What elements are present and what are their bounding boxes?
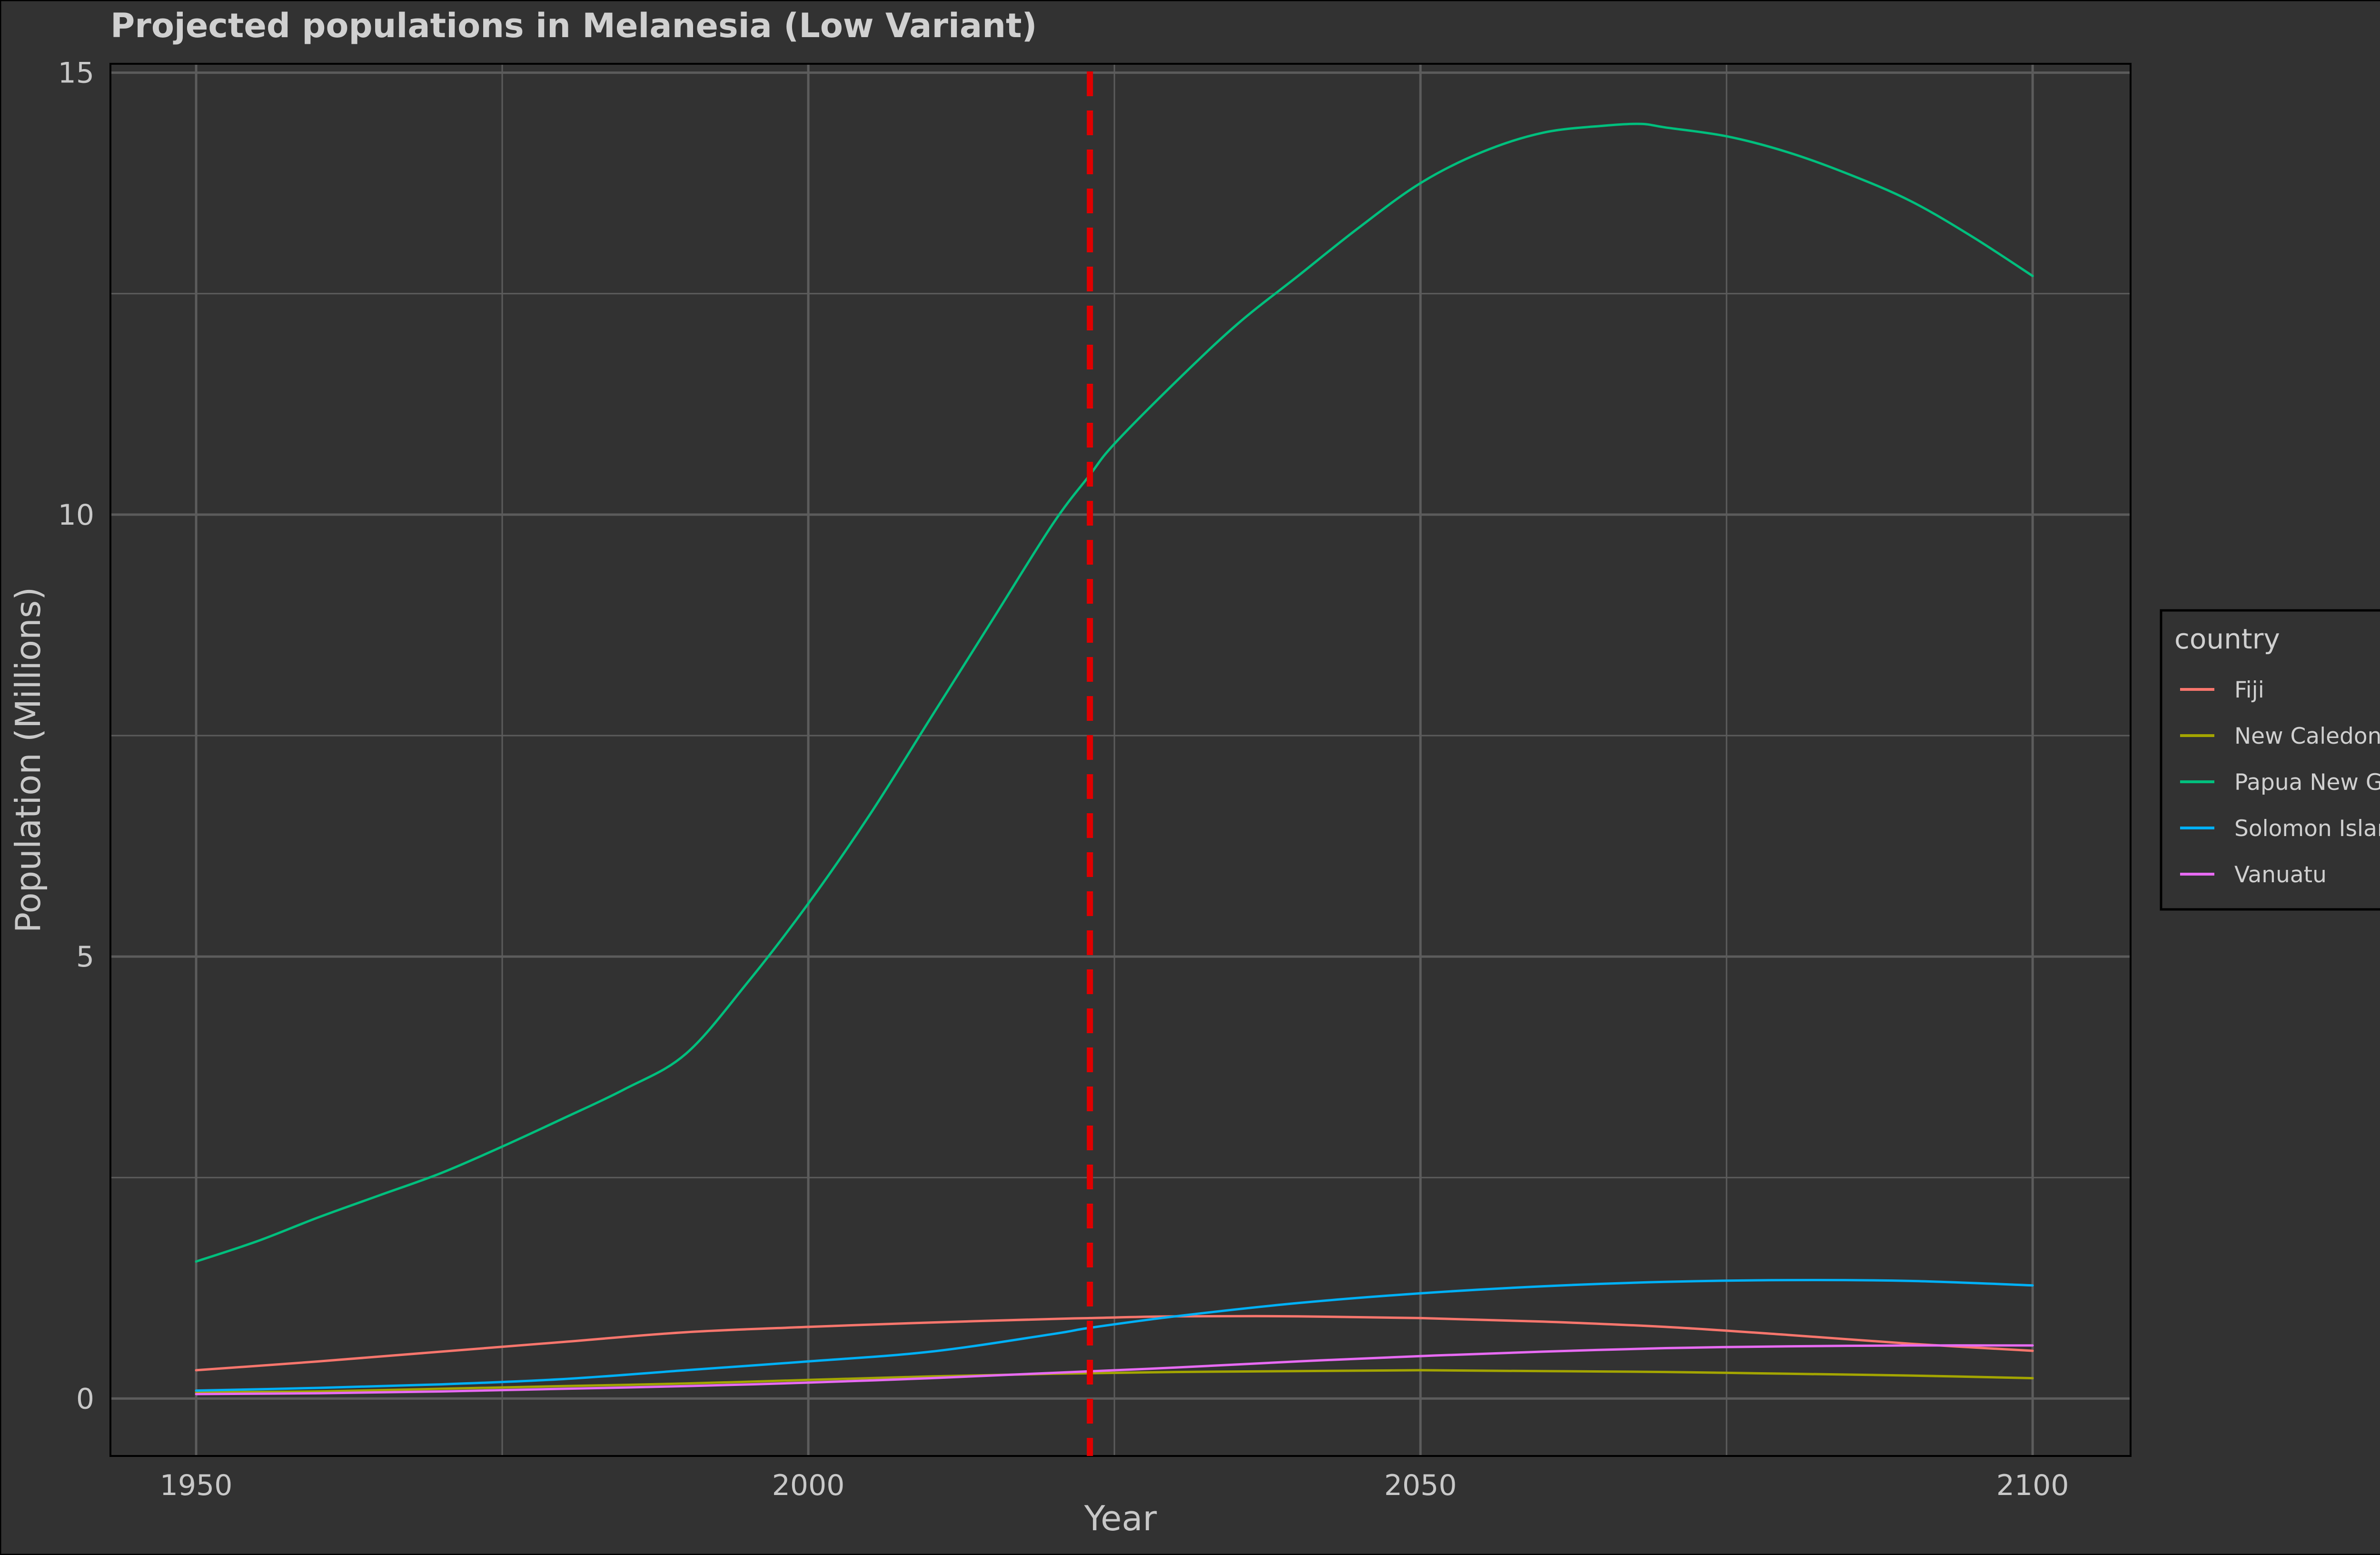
legend-title: country — [2174, 623, 2280, 655]
y-tick-label: 0 — [76, 1382, 94, 1415]
plot-panel-border — [109, 63, 2132, 1457]
legend-label: New Caledonia — [2234, 723, 2380, 749]
series-line-vanuatu — [195, 1344, 2034, 1396]
series-line-new-caledonia — [195, 1369, 2034, 1394]
x-axis-title: Year — [1084, 1498, 1157, 1538]
series-layer — [195, 122, 2034, 1396]
legend-items: Fiji New Caledonia Papua New Guinea Solomon… — [2180, 677, 2380, 888]
y-tick-label: 15 — [58, 57, 94, 90]
tick-labels: 1950 2000 2050 2100 0 5 10 15 — [58, 57, 2069, 1502]
x-tick-label: 2000 — [772, 1469, 845, 1502]
legend-item-vanuatu: Vanuatu — [2180, 862, 2327, 888]
y-axis-title: Population (Millions) — [8, 587, 48, 933]
legend-item-fiji: Fiji — [2180, 677, 2264, 703]
legend: country Fiji New Caledonia Papua New Guine… — [2160, 609, 2380, 911]
legend-box — [2160, 609, 2380, 911]
y-tick-label: 5 — [76, 940, 94, 974]
legend-label: Fiji — [2234, 677, 2264, 703]
x-tick-label: 2100 — [1996, 1469, 2069, 1502]
x-tick-label: 1950 — [160, 1469, 233, 1502]
series-line-fiji — [195, 1315, 2034, 1372]
legend-label: Solomon Islands — [2234, 816, 2380, 842]
legend-label: Vanuatu — [2234, 862, 2327, 888]
legend-item-solomon-islands: Solomon Islands — [2180, 816, 2380, 842]
series-line-papua-new-guinea — [195, 122, 2034, 1263]
y-tick-label: 10 — [58, 498, 94, 532]
chart-title: Projected populations in Melanesia (Low … — [110, 6, 1037, 45]
legend-item-papua-new-guinea: Papua New Guinea — [2180, 769, 2380, 796]
x-tick-label: 2050 — [1384, 1469, 1457, 1502]
legend-label: Papua New Guinea — [2234, 769, 2380, 796]
gridlines — [110, 64, 2131, 1456]
legend-item-new-caledonia: New Caledonia — [2180, 723, 2380, 749]
